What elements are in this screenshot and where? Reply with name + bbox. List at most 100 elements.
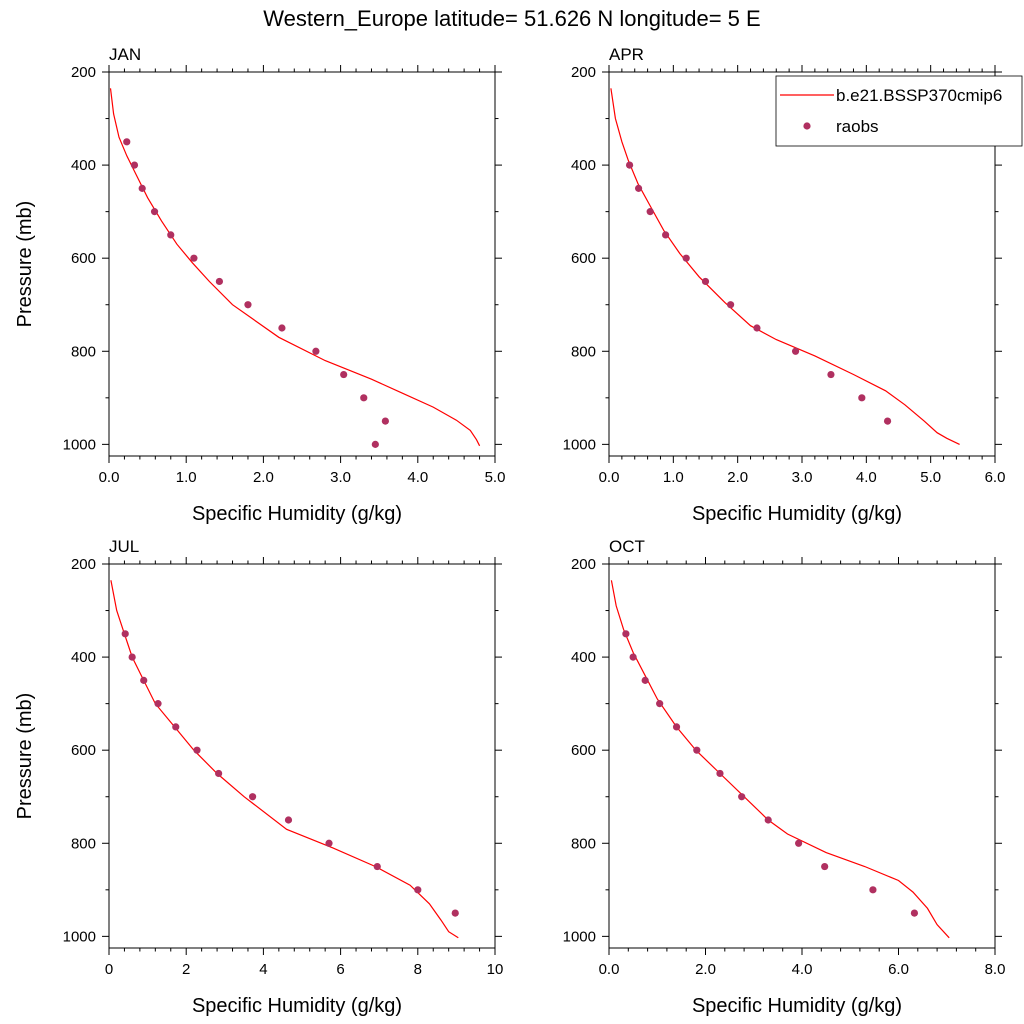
chart-panel-jul: 0 2 4 6 8 10 200 400 600 800 1000 JUL Specific Humid… <box>14 537 503 1017</box>
x-tick-label: 0.0 <box>599 961 620 978</box>
y-tick-label: 1000 <box>563 436 596 453</box>
y-tick-label: 600 <box>571 742 596 759</box>
model-line-jul <box>110 580 459 939</box>
x-axis-label: Specific Humidity (g/kg) <box>692 995 902 1017</box>
y-tick-label: 800 <box>571 835 596 852</box>
panel-title: APR <box>609 45 644 64</box>
raobs-point <box>312 347 320 355</box>
y-tick-label: 200 <box>571 64 596 81</box>
x-tick-label: 4.0 <box>792 961 813 978</box>
raobs-point <box>629 653 637 661</box>
raobs-point <box>738 793 746 801</box>
raobs-point <box>753 324 761 332</box>
x-tick-label: 2.0 <box>695 961 716 978</box>
raobs-point <box>646 208 654 216</box>
raobs-point <box>360 394 368 402</box>
raobs-point <box>634 184 643 192</box>
y-tick-label: 200 <box>71 556 96 573</box>
y-tick-label: 600 <box>571 250 596 267</box>
raobs-point <box>662 231 670 239</box>
model-line-oct <box>610 580 950 939</box>
legend-marker-swatch <box>803 122 811 130</box>
x-tick-label: 5.0 <box>920 469 941 486</box>
legend-obs-label: raobs <box>836 117 879 136</box>
raobs-point <box>821 862 829 871</box>
x-tick-label: 3.0 <box>330 469 351 486</box>
x-tick-label: 0.0 <box>599 469 620 486</box>
legend-model-label: b.e21.BSSP370cmip6 <box>836 86 1002 105</box>
raobs-point <box>910 909 919 917</box>
x-tick-label: 3.0 <box>792 469 813 486</box>
y-tick-label: 400 <box>571 649 596 666</box>
raobs-point <box>622 630 630 638</box>
raobs-point <box>726 301 735 309</box>
chart-panel-apr: 0.0 1.0 2.0 3.0 4.0 5.0 6.0 200 400 600 800 1000 APR… <box>563 45 1006 525</box>
raobs-point <box>869 886 877 894</box>
panel-title: OCT <box>609 537 645 556</box>
y-tick-label: 200 <box>71 64 96 81</box>
raobs-point <box>701 277 710 286</box>
x-tick-label: 8 <box>414 961 422 978</box>
figure-title: Western_Europe latitude= 51.626 N longit… <box>263 6 760 31</box>
x-tick-label: 0 <box>105 961 113 978</box>
plot-frame <box>608 563 996 949</box>
x-tick-label: 4.0 <box>856 469 877 486</box>
raobs-point <box>625 161 634 169</box>
x-tick-label: 4 <box>259 961 267 978</box>
raobs-point <box>278 324 286 332</box>
x-tick-label: 10 <box>487 961 504 978</box>
x-tick-label: 5.0 <box>485 469 506 486</box>
raobs-point <box>373 862 381 871</box>
raobs-point <box>791 347 800 355</box>
raobs-point <box>190 254 198 262</box>
x-tick-label: 8.0 <box>985 961 1006 978</box>
x-axis-label: Specific Humidity (g/kg) <box>692 503 902 525</box>
raobs-point <box>121 630 129 638</box>
x-tick-label: 4.0 <box>407 469 428 486</box>
raobs-point <box>795 839 803 847</box>
x-tick-label: 1.0 <box>176 469 197 486</box>
y-tick-label: 1000 <box>563 928 596 945</box>
raobs-point <box>340 370 348 379</box>
raobs-point <box>858 394 866 402</box>
chart-panel-jan: 0.0 1.0 2.0 3.0 4.0 5.0 200 400 600 800 1000 JAN Spe… <box>14 45 505 525</box>
y-tick-label: 800 <box>571 343 596 360</box>
raobs-point <box>248 793 257 801</box>
raobs-point <box>381 417 389 425</box>
raobs-point <box>682 254 690 262</box>
x-tick-label: 6.0 <box>985 469 1006 486</box>
plot-frame <box>108 71 496 457</box>
raobs-point <box>172 723 180 731</box>
legend-box <box>775 75 1023 147</box>
raobs-point <box>883 417 892 425</box>
raobs-point <box>414 886 422 894</box>
raobs-point <box>215 277 223 286</box>
model-line-jan <box>109 88 481 447</box>
panel-title: JUL <box>109 537 139 556</box>
raobs-point <box>371 440 379 448</box>
y-tick-label: 1000 <box>63 436 96 453</box>
y-tick-label: 800 <box>71 835 96 852</box>
y-tick-label: 400 <box>571 157 596 174</box>
raobs-point <box>154 700 162 708</box>
raobs-point <box>140 676 148 684</box>
y-tick-label: 600 <box>71 250 96 267</box>
x-tick-label: 2.0 <box>727 469 748 486</box>
x-tick-label: 2 <box>182 961 190 978</box>
raobs-point <box>215 769 223 778</box>
x-tick-label: 6.0 <box>888 961 909 978</box>
x-axis-label: Specific Humidity (g/kg) <box>192 995 402 1017</box>
plot-frame <box>108 563 496 949</box>
y-axis-label: Pressure (mb) <box>14 693 36 820</box>
raobs-point <box>451 909 459 917</box>
y-axis-label: Pressure (mb) <box>14 201 36 328</box>
raobs-point <box>764 816 772 824</box>
y-tick-label: 600 <box>71 742 96 759</box>
x-tick-label: 1.0 <box>663 469 684 486</box>
raobs-point <box>128 653 136 661</box>
y-tick-label: 400 <box>71 649 96 666</box>
raobs-point <box>130 161 139 169</box>
raobs-point <box>138 184 146 192</box>
x-tick-label: 0.0 <box>99 469 120 486</box>
